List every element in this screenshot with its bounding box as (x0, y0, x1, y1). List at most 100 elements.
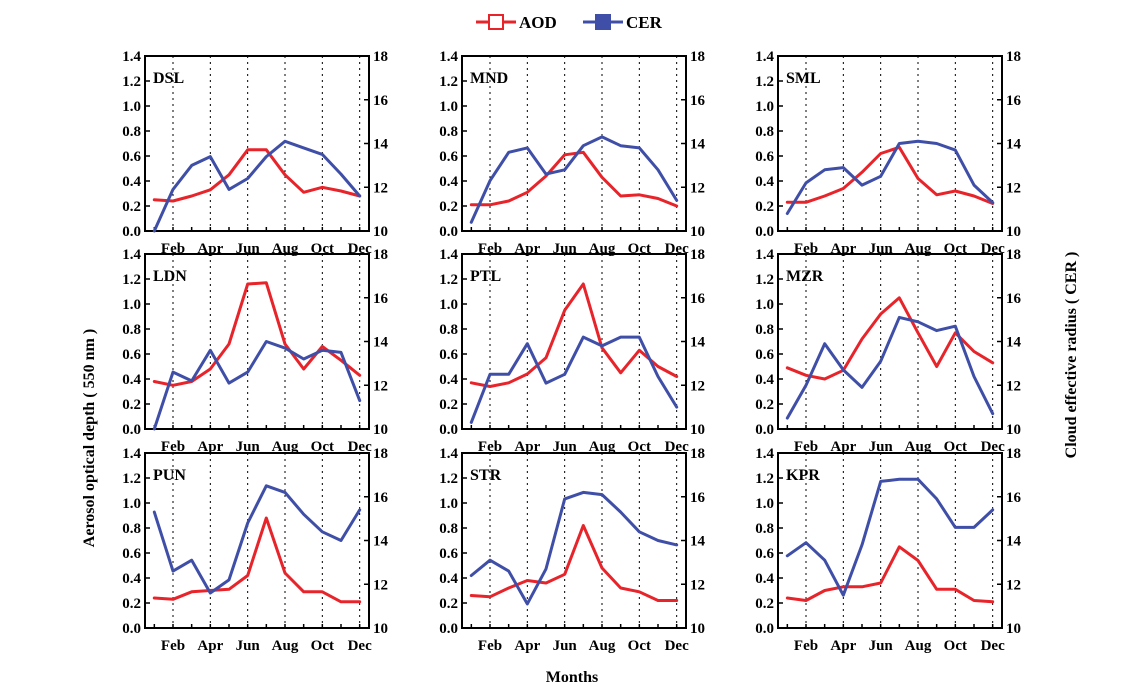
y-left-tick-label: 0.2 (439, 199, 458, 215)
y-left-tick-label: 0.0 (122, 422, 141, 438)
aod-line (152, 148, 362, 203)
x-tick-label: Aug (905, 439, 932, 455)
y-left-tick-label: 0.6 (439, 347, 458, 363)
y-left-tick-label: 0.8 (755, 322, 774, 338)
y-left-tick-label: 1.4 (755, 247, 774, 263)
x-tick-label: Apr (197, 638, 223, 654)
y-left-tick-label: 0.4 (755, 174, 774, 190)
legend: AOD CER (476, 13, 663, 32)
y-left-tick-label: 1.4 (439, 446, 458, 462)
y-left-tick-label: 0.6 (439, 149, 458, 165)
y-right-tick-label: 14 (1006, 137, 1022, 153)
x-axis-title: Months (546, 669, 598, 686)
x-tick-label: Feb (794, 638, 818, 654)
y-left-tick-label: 1.2 (755, 471, 774, 487)
y-right-tick-label: 18 (1006, 49, 1021, 65)
x-tick-label: Aug (272, 439, 299, 455)
x-tick-label: Feb (161, 439, 185, 455)
panel-label: DSL (153, 70, 184, 87)
y-left-tick-label: 0.4 (439, 174, 458, 190)
x-tick-label: Aug (272, 638, 299, 654)
x-tick-label: Dec (665, 638, 689, 654)
y-left-tick-label: 0.2 (122, 397, 141, 413)
y-right-tick-label: 10 (373, 224, 388, 240)
x-tick-label: Apr (830, 439, 856, 455)
y-left-tick-label: 0.8 (439, 124, 458, 140)
y-right-tick-label: 12 (373, 378, 388, 394)
panel-ptl: 0.0 0.2 0.4 0.6 0.8 1.0 1.2 1.4 10 12 14 16 18 Feb Apr… (439, 247, 705, 455)
y-left-tick-label: 0.8 (755, 124, 774, 140)
y-right-tick-label: 16 (690, 291, 706, 307)
y-left-tick-label: 1.0 (439, 99, 458, 115)
y-right-tick-label: 12 (1006, 378, 1021, 394)
y-left-tick-label: 1.2 (755, 74, 774, 90)
aod-line (469, 282, 679, 388)
x-tick-label: Dec (348, 439, 372, 455)
y-left-tick-label: 0.0 (755, 224, 774, 240)
aod-line (469, 524, 679, 602)
y-right-tick-label: 18 (690, 49, 705, 65)
panel-kpr: 0.0 0.2 0.4 0.6 0.8 1.0 1.2 1.4 10 12 14 16 18 Feb Apr… (755, 446, 1021, 654)
y-left-tick-label: 0.8 (122, 124, 141, 140)
aod-line (152, 281, 362, 387)
x-tick-label: Dec (348, 638, 372, 654)
y-right-tick-label: 14 (690, 335, 706, 351)
y-left-tick-label: 0.2 (755, 596, 774, 612)
y-right-tick-label: 10 (373, 422, 388, 438)
aod-line (785, 145, 995, 205)
y-left-tick-label: 0.4 (122, 174, 141, 190)
y-axis-right-title: Cloud effective radius ( CER ) (1063, 252, 1080, 459)
panel-label: MZR (786, 268, 824, 285)
y-right-tick-label: 16 (1006, 490, 1022, 506)
panel-mzr: 0.0 0.2 0.4 0.6 0.8 1.0 1.2 1.4 10 12 14 16 18 Feb Apr… (755, 247, 1021, 455)
y-right-tick-label: 14 (690, 534, 706, 550)
cer-line (469, 135, 679, 224)
x-tick-label: Feb (478, 439, 502, 455)
x-tick-label: Oct (311, 638, 334, 654)
y-right-tick-label: 10 (690, 621, 705, 637)
panel-label: STR (470, 467, 502, 484)
y-right-tick-label: 14 (1006, 534, 1022, 550)
y-left-tick-label: 0.0 (439, 621, 458, 637)
panels-grid: 0.0 0.2 0.4 0.6 0.8 1.0 1.2 1.4 10 12 14 16 18 Feb Apr… (122, 49, 1021, 654)
legend-aod-label: AOD (519, 13, 557, 32)
y-left-tick-label: 0.2 (755, 397, 774, 413)
panel-label: PUN (153, 467, 186, 484)
y-left-tick-label: 1.4 (755, 446, 774, 462)
panel-label: LDN (153, 268, 187, 285)
y-left-tick-label: 1.2 (122, 471, 141, 487)
y-left-tick-label: 1.4 (122, 247, 141, 263)
legend-aod-marker (488, 14, 504, 30)
y-axis-left-title: Aerosol optical depth ( 550 nm ) (81, 329, 98, 547)
panel-str: 0.0 0.2 0.4 0.6 0.8 1.0 1.2 1.4 10 12 14 16 18 Feb Apr… (439, 446, 705, 654)
y-right-tick-label: 16 (1006, 93, 1022, 109)
y-left-tick-label: 0.6 (122, 347, 141, 363)
y-left-tick-label: 1.0 (122, 297, 141, 313)
y-left-tick-label: 0.6 (755, 149, 774, 165)
x-tick-label: Jun (869, 439, 894, 455)
legend-cer-label: CER (626, 13, 663, 32)
y-left-tick-label: 0.2 (122, 596, 141, 612)
y-right-tick-label: 14 (1006, 335, 1022, 351)
y-right-tick-label: 10 (1006, 621, 1021, 637)
y-left-tick-label: 1.2 (755, 272, 774, 288)
x-tick-label: Jun (553, 439, 578, 455)
y-right-tick-label: 18 (373, 49, 388, 65)
y-left-tick-label: 1.0 (122, 496, 141, 512)
panel-pun: 0.0 0.2 0.4 0.6 0.8 1.0 1.2 1.4 10 12 14 16 18 Feb Apr… (122, 446, 388, 654)
y-right-tick-label: 18 (373, 247, 388, 263)
x-tick-label: Oct (944, 638, 967, 654)
y-left-tick-label: 0.2 (439, 596, 458, 612)
y-left-tick-label: 1.4 (439, 247, 458, 263)
y-left-tick-label: 0.8 (122, 521, 141, 537)
y-left-tick-label: 1.2 (439, 272, 458, 288)
x-tick-label: Feb (161, 638, 185, 654)
y-left-tick-label: 1.2 (122, 74, 141, 90)
y-right-tick-label: 14 (373, 137, 389, 153)
y-right-tick-label: 18 (1006, 247, 1021, 263)
aod-line (152, 516, 362, 604)
y-left-tick-label: 0.8 (122, 322, 141, 338)
cer-line (469, 335, 679, 424)
